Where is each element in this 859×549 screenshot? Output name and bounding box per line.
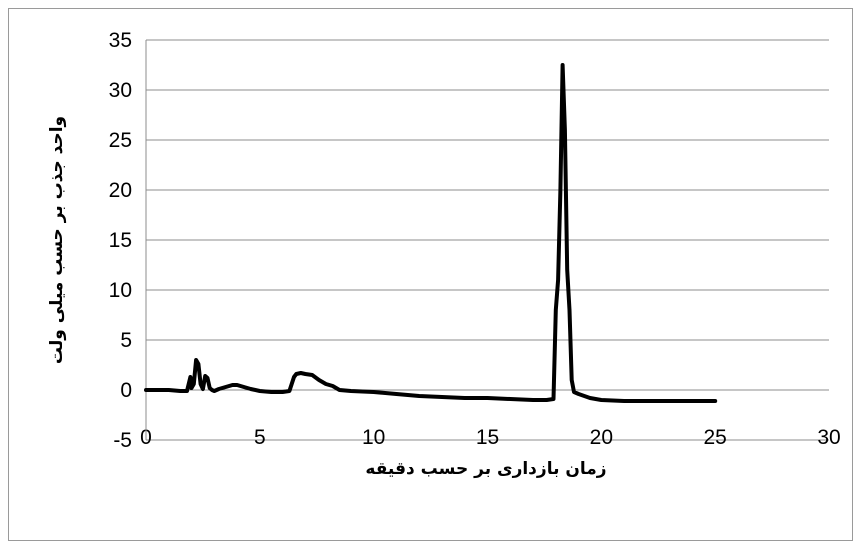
chart-area: [8, 8, 853, 541]
x-tick-label: 30: [817, 426, 840, 449]
y-tick-label: 25: [109, 129, 132, 152]
y-tick-label: -5: [113, 429, 132, 452]
x-tick-label: 25: [703, 426, 726, 449]
y-tick-label: 15: [109, 229, 132, 252]
y-tick-label: 20: [109, 179, 132, 202]
y-tick-label: 35: [109, 29, 132, 52]
x-tick-labels: 0 5 10 15 20 25 30: [140, 426, 841, 449]
y-tick-label: 10: [109, 279, 132, 302]
y-tick-label: 30: [109, 79, 132, 102]
x-tick-label: 10: [362, 426, 385, 449]
y-axis-label: واحد جذب بر حسب میلی ولت: [47, 116, 67, 364]
series-line-0: [144, 63, 718, 403]
y-tick-labels: -5 0 5 10 15 20 25 30 35: [109, 29, 132, 452]
x-tick-label: 5: [254, 426, 266, 449]
y-tick-label: 0: [120, 379, 132, 402]
x-axis-label: زمان بازداری بر حسب دقیقه: [365, 459, 606, 479]
gridlines: [146, 39, 829, 441]
x-tick-label: 20: [590, 426, 613, 449]
x-tick-label: 15: [476, 426, 499, 449]
series-group: [144, 63, 718, 403]
y-tick-label: 5: [120, 329, 132, 352]
